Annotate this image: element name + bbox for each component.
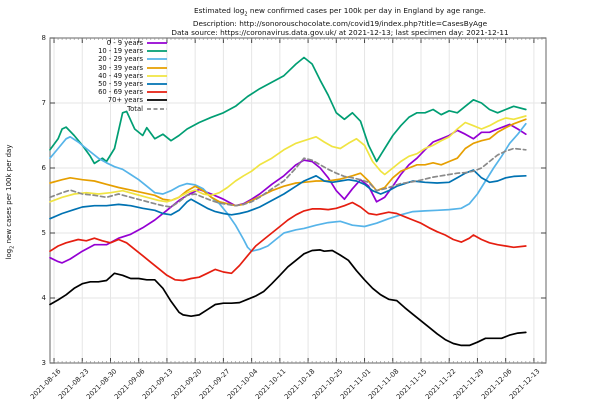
series-line-20-29-years (49, 122, 527, 253)
y-tick-label: 5 (41, 229, 46, 237)
series-line-60-69-years (49, 201, 527, 282)
legend-label: 60 - 69 years (98, 88, 143, 97)
series-line-total (49, 147, 527, 208)
legend-line-swatch (147, 42, 167, 44)
y-tick-label: 4 (41, 294, 46, 302)
legend-line-swatch (147, 66, 167, 69)
series-line-10-19-years (49, 56, 527, 165)
series-line-50-59-years (49, 169, 527, 220)
legend-label: 50 - 59 years (98, 80, 143, 89)
y-tick-label: 6 (41, 164, 46, 172)
legend-label: 0 - 9 years (106, 39, 143, 48)
legend-row-20-29-years: 20 - 29 years (58, 55, 167, 63)
legend-row-60-69-years: 60 - 69 years (58, 88, 167, 96)
legend-line-swatch (147, 74, 167, 77)
legend-line-swatch (147, 50, 167, 53)
legend-line-swatch (147, 91, 167, 94)
legend-label: Total (127, 104, 143, 113)
legend-label: 10 - 19 years (98, 47, 143, 56)
legend-label: 70+ years (107, 96, 143, 105)
plot-border (49, 37, 547, 364)
legend-label: 20 - 29 years (98, 55, 143, 64)
chart-legend: 0 - 9 years 10 - 19 years 20 - 29 years 30 … (58, 39, 167, 113)
legend-row-0-9-years: 0 - 9 years (58, 39, 167, 47)
series-line-0-9-years (49, 123, 527, 264)
legend-row-10-19-years: 10 - 19 years (58, 47, 167, 55)
legend-row-70-plus-years: 70+ years (58, 96, 167, 104)
y-tick-label: 8 (41, 34, 46, 42)
legend-label: 30 - 39 years (98, 63, 143, 72)
legend-row-50-59-years: 50 - 59 years (58, 80, 167, 88)
legend-label: 40 - 49 years (98, 71, 143, 80)
chart-subtitle-source: Data source: https://coronavirus.data.go… (171, 28, 509, 38)
legend-line-swatch (147, 83, 167, 85)
series-line-70-plus-years (49, 249, 527, 347)
legend-row-total: Total (58, 105, 167, 113)
chart-title-block: Estimated log2 new confirmed cases per 1… (90, 6, 590, 37)
legend-line-swatch (147, 99, 167, 102)
chart-subtitle-description: Description: http://sonorouschocolate.co… (192, 19, 488, 29)
y-tick-label: 7 (41, 99, 46, 107)
legend-line-swatch (147, 58, 167, 61)
series-line-40-49-years (49, 115, 527, 203)
y-tick-label: 3 (41, 359, 46, 367)
legend-row-30-39-years: 30 - 39 years (58, 64, 167, 72)
legend-row-40-49-years: 40 - 49 years (58, 72, 167, 80)
chart-title: Estimated log2 new confirmed cases per 1… (194, 6, 486, 18)
legend-line-swatch (147, 107, 167, 110)
